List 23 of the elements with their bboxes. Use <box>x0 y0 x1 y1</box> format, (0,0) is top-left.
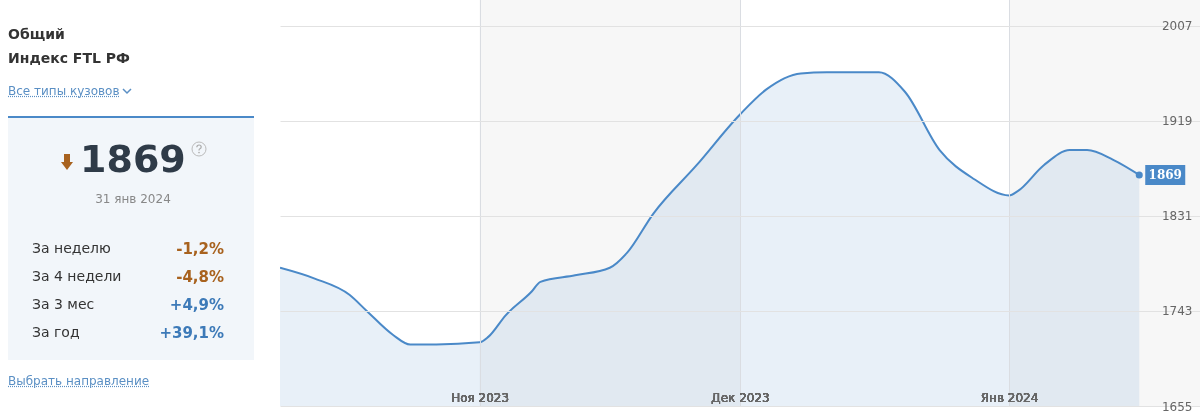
text: +4,9% <box>169 296 224 314</box>
text: -4,8% <box>176 268 224 286</box>
y-tick-label: 2007 <box>1161 19 1193 34</box>
text: Все типы кузовов <box>8 84 121 98</box>
y-tick-label: 1743 <box>1161 304 1193 319</box>
x-tick-label: Дек 2023 <box>711 390 770 405</box>
text: -1,2% <box>176 240 224 258</box>
x-tick-label: Ноя 2023 <box>451 390 510 405</box>
text: Выбрать направление <box>8 374 150 388</box>
y-tick-label: 1831 <box>1161 209 1193 224</box>
text: Индекс FTL РФ <box>8 50 130 66</box>
annotation: 1869 <box>1148 167 1182 182</box>
x-tick-label: Янв 2024 <box>980 390 1039 405</box>
text: За 4 недели <box>32 268 122 284</box>
text: За 3 мес <box>32 296 95 312</box>
text: Общий <box>8 26 65 42</box>
y-tick-label: 1919 <box>1161 114 1193 129</box>
text: 1869 <box>80 137 186 181</box>
text: 31 янв 2024 <box>94 192 172 206</box>
text: За год <box>32 324 80 340</box>
text: За неделю <box>32 240 111 256</box>
y-tick-label: 1655 <box>1161 399 1193 414</box>
text: +39,1% <box>159 324 224 342</box>
